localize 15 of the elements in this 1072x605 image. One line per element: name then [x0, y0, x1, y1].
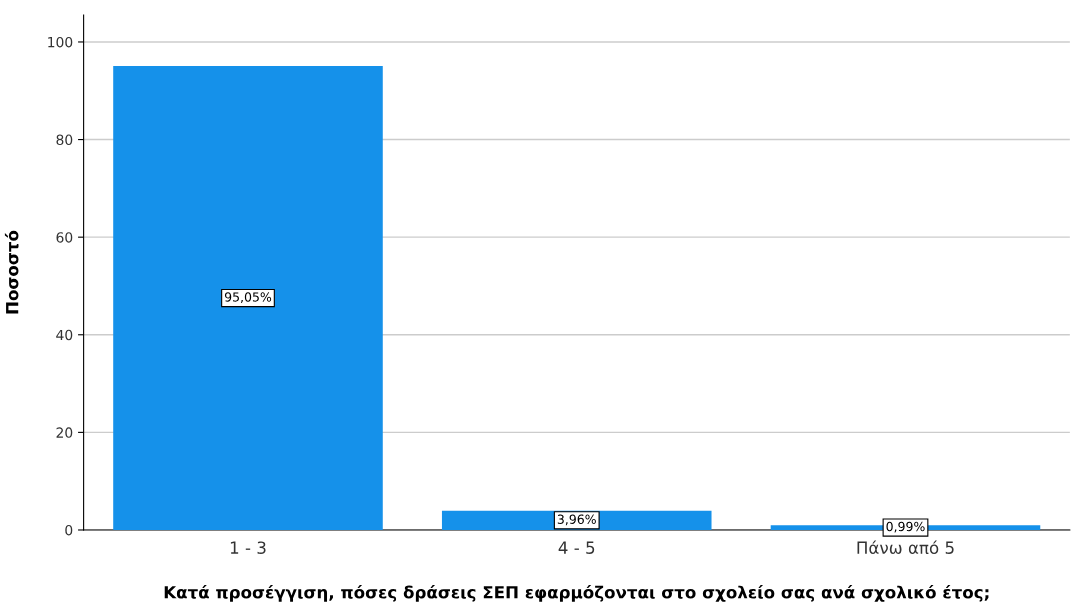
y-tick-label: 40 — [56, 329, 73, 341]
data-label: 3,96% — [557, 514, 596, 526]
x-tick-label: Πάνω από 5 — [857, 540, 954, 555]
y-tick-label: 60 — [56, 232, 73, 243]
y-tick-label: 20 — [56, 427, 73, 438]
y-tick-label: 100 — [48, 36, 73, 48]
data-label: 0,99% — [886, 521, 925, 533]
data-label: 95,05% — [224, 292, 272, 303]
y-axis-title: Ποσοστό — [4, 230, 19, 314]
y-tick-label: 0 — [65, 524, 73, 536]
x-tick-label: 1 - 3 — [230, 541, 266, 554]
bar — [113, 66, 383, 530]
y-tick-label: 80 — [56, 134, 73, 146]
x-axis-title: Κατά προσέγγιση, πόσες δράσεις ΣΕΠ εφαρμόζονται στο σχολείο σας ανά σχολικό έτος; — [164, 585, 989, 602]
x-tick-label: 4 - 5 — [558, 541, 595, 554]
